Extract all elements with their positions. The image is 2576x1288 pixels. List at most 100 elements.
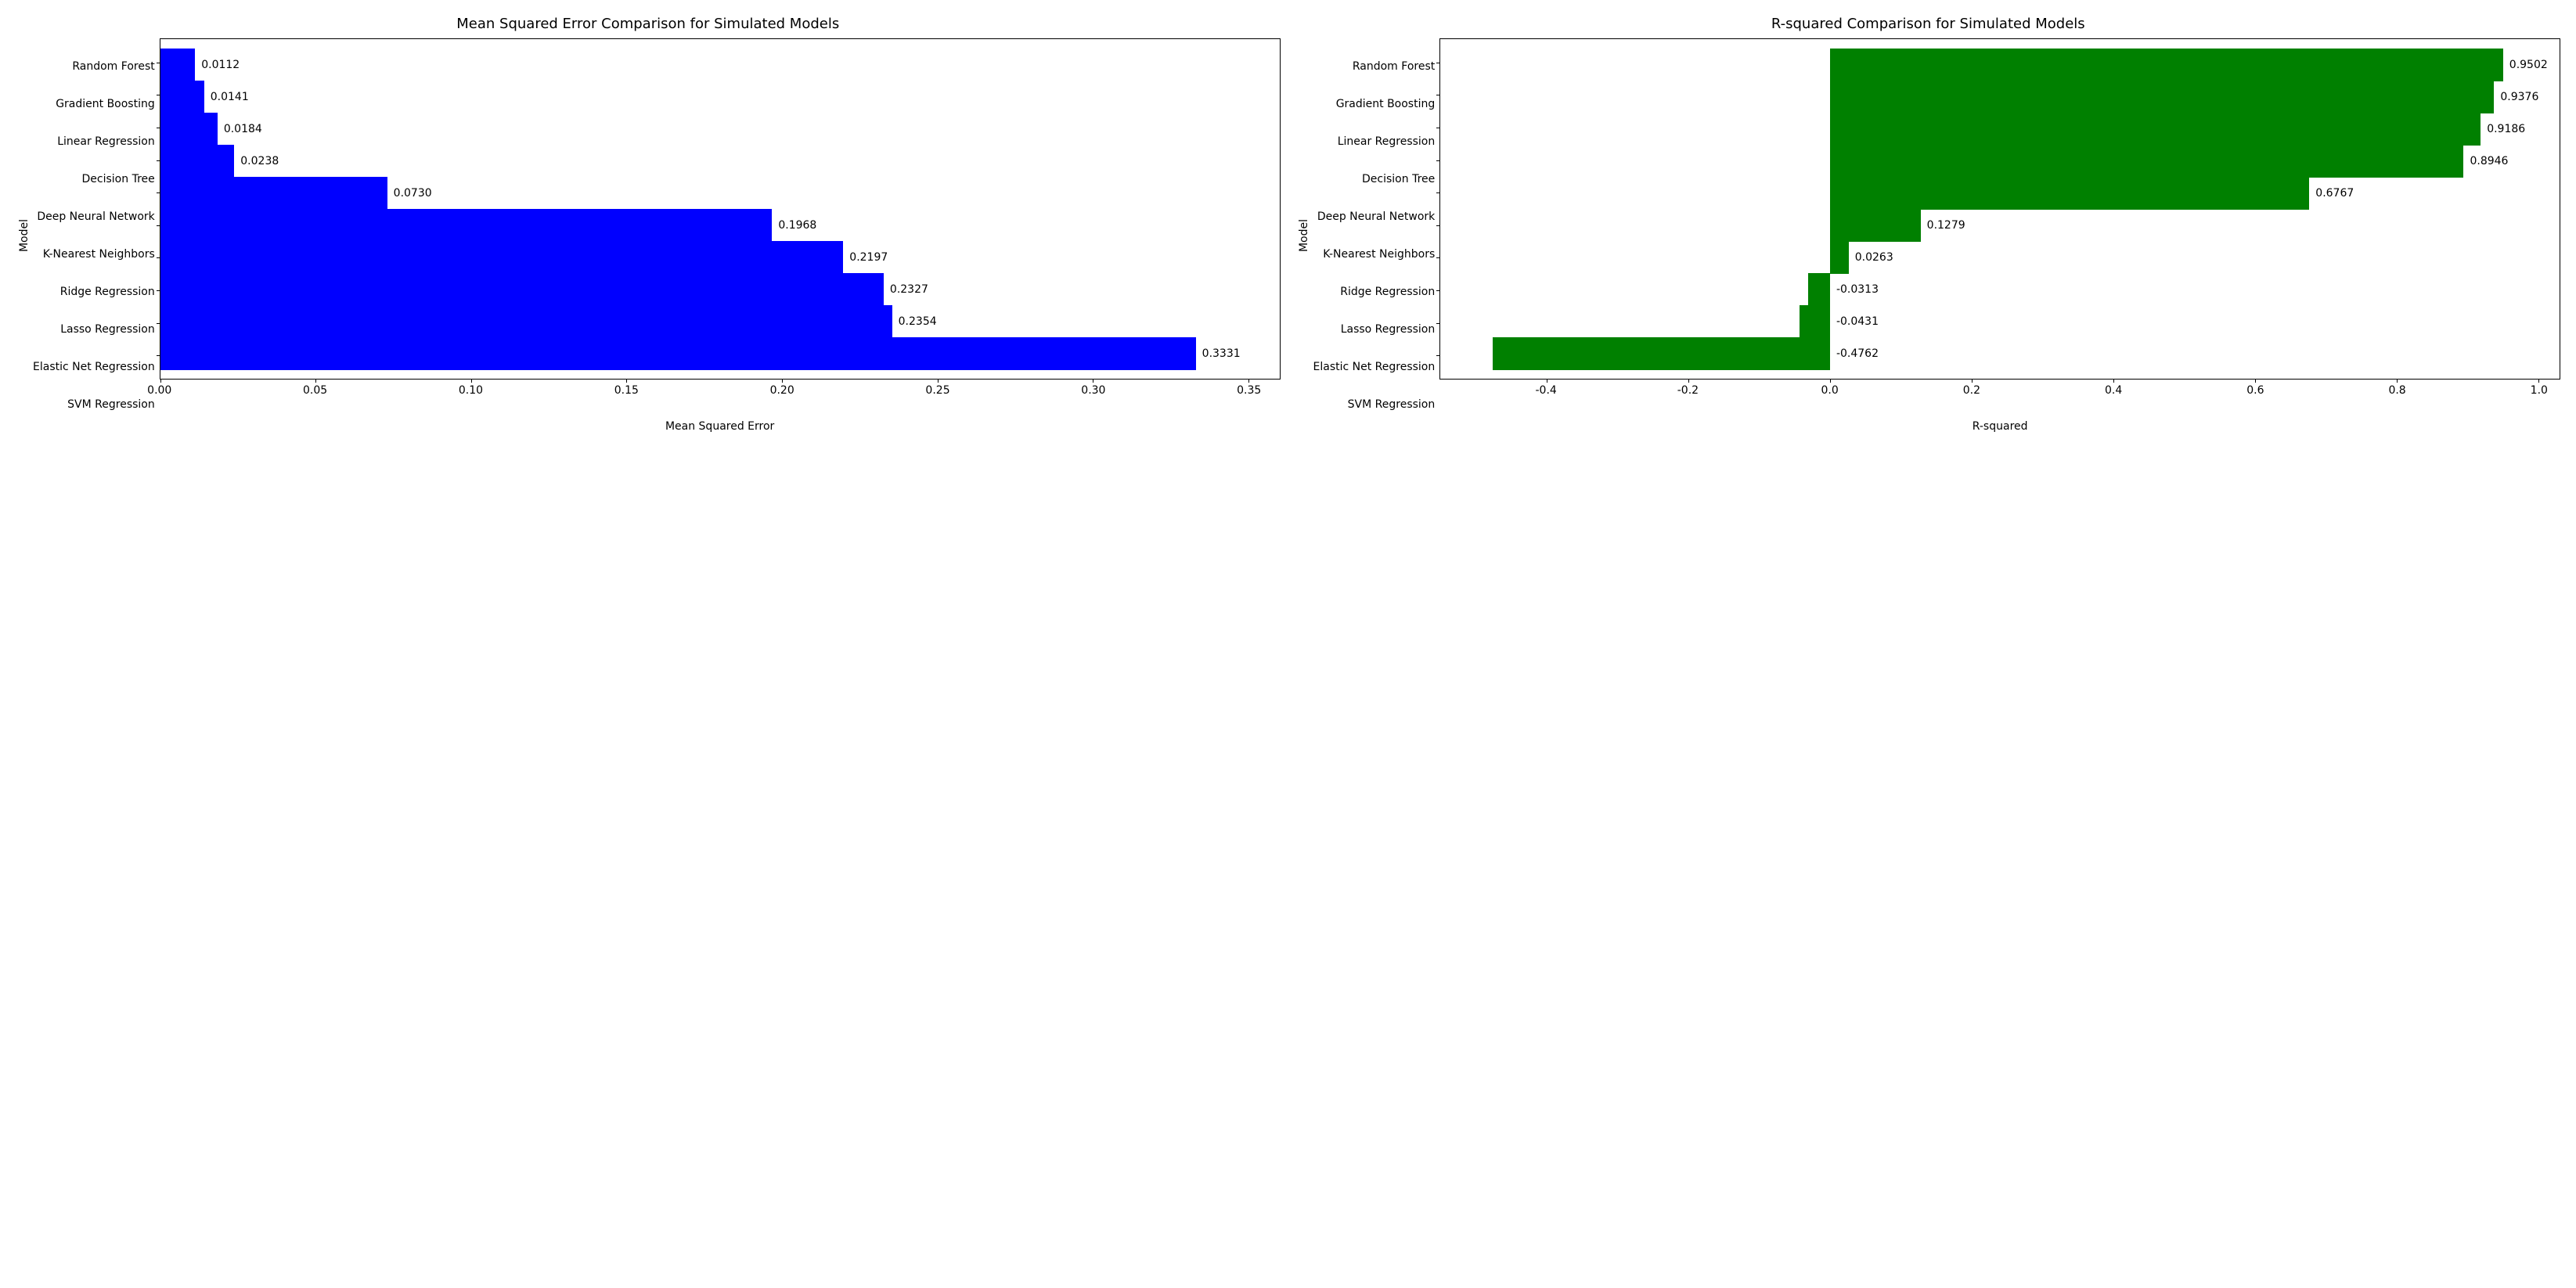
mse-bar-row: 0.0141	[160, 81, 1280, 113]
r2-ytick-label: Linear Regression	[1313, 123, 1436, 160]
mse-bar-value-label: 0.2354	[899, 315, 937, 328]
mse-bar	[160, 209, 773, 242]
mse-bar-value-label: 0.1968	[778, 219, 816, 232]
mse-bar	[160, 49, 195, 81]
r2-bar	[1830, 209, 1921, 242]
mse-plot-frame: Model Random ForestGradient BoostingLine…	[16, 38, 1281, 433]
mse-bar-value-label: 0.2197	[849, 251, 888, 264]
mse-bar-row: 0.0238	[160, 145, 1280, 177]
mse-ytick-mark	[157, 225, 160, 226]
r2-bar-value-label: 0.8946	[2470, 155, 2508, 167]
mse-bar-row: 0.1968	[160, 209, 1280, 241]
r2-bar-row: 0.6767	[1440, 177, 2560, 209]
charts-container: Mean Squared Error Comparison for Simula…	[16, 16, 2560, 433]
mse-bar-row: 0.0112	[160, 49, 1280, 81]
mse-xtick-label: 0.00	[147, 384, 171, 397]
mse-bar-row: 0.0730	[160, 177, 1280, 209]
r2-bar-row: 0.8946	[1440, 145, 2560, 177]
r2-bar-row: -0.4762	[1440, 337, 2560, 369]
mse-bar-row: 0.3331	[160, 337, 1280, 369]
mse-ytick-column: Random ForestGradient BoostingLinear Reg…	[33, 38, 160, 433]
mse-bar-value-label: 0.0141	[211, 91, 249, 103]
r2-bar-value-label: -0.0431	[1836, 315, 1879, 328]
mse-ytick-label: Gradient Boosting	[33, 85, 155, 123]
r2-ytick-label: Elastic Net Regression	[1313, 348, 1436, 386]
mse-bar-row: 0.2197	[160, 241, 1280, 273]
mse-ytick-label: Linear Regression	[33, 123, 155, 160]
r2-chart-panel: R-squared Comparison for Simulated Model…	[1296, 16, 2561, 433]
mse-bar-value-label: 0.0238	[240, 155, 279, 167]
r2-ytick-label: Ridge Regression	[1313, 273, 1436, 311]
r2-chart-title: R-squared Comparison for Simulated Model…	[1771, 16, 2085, 32]
mse-bar-value-label: 0.3331	[1202, 347, 1241, 360]
r2-bar	[1830, 113, 2481, 146]
r2-xtick-label: 0.0	[1821, 384, 1839, 397]
r2-ytick-mark	[1436, 160, 1440, 161]
mse-ytick-label: Decision Tree	[33, 160, 155, 198]
mse-ytick-mark	[157, 355, 160, 356]
r2-bar-row: 0.0263	[1440, 241, 2560, 273]
mse-bar	[160, 337, 1196, 370]
r2-xaxis: -0.4-0.20.00.20.40.60.81.0	[1439, 383, 2560, 401]
mse-ytick-label: Lasso Regression	[33, 311, 155, 348]
mse-ytick-label: K-Nearest Neighbors	[33, 236, 155, 273]
r2-bar	[1808, 273, 1830, 306]
mse-xtick-label: 0.15	[614, 384, 639, 397]
r2-bar-value-label: 0.6767	[2315, 187, 2354, 200]
r2-xtick-label: 0.6	[2246, 384, 2264, 397]
mse-xtick-label: 0.20	[770, 384, 794, 397]
r2-ytick-mark	[1436, 257, 1440, 258]
r2-bar-value-label: 0.0263	[1855, 251, 1893, 264]
r2-bar-row: 0.9376	[1440, 81, 2560, 113]
r2-xtick-label: 1.0	[2531, 384, 2548, 397]
mse-ylabel-wrap: Model	[16, 38, 33, 433]
r2-xtick-label: 0.8	[2388, 384, 2405, 397]
mse-ytick-label: Elastic Net Regression	[33, 348, 155, 386]
mse-xaxis: 0.000.050.100.150.200.250.300.35	[160, 383, 1281, 401]
r2-ylabel-wrap: Model	[1296, 38, 1313, 433]
r2-bar-value-label: 0.9502	[2509, 59, 2548, 71]
r2-ytick-label: K-Nearest Neighbors	[1313, 236, 1436, 273]
mse-chart-panel: Mean Squared Error Comparison for Simula…	[16, 16, 1281, 433]
r2-ytick-label: Lasso Regression	[1313, 311, 1436, 348]
mse-ytick-mark	[157, 160, 160, 161]
r2-bar	[1830, 49, 2503, 81]
r2-bar-row: 0.9186	[1440, 113, 2560, 145]
r2-xtick-label: -0.4	[1536, 384, 1557, 397]
r2-bar-row: -0.0431	[1440, 305, 2560, 337]
mse-ytick-label: Deep Neural Network	[33, 198, 155, 236]
r2-xtick-label: 0.2	[1963, 384, 1980, 397]
mse-bar	[160, 305, 892, 338]
mse-ytick-label: Ridge Regression	[33, 273, 155, 311]
r2-ytick-column: Random ForestGradient BoostingLinear Reg…	[1313, 38, 1440, 433]
mse-bar-row: 0.2354	[160, 305, 1280, 337]
mse-bar	[160, 273, 884, 306]
r2-bar-value-label: 0.9376	[2500, 91, 2538, 103]
r2-ytick-label: Deep Neural Network	[1313, 198, 1436, 236]
r2-bar-row: 0.1279	[1440, 209, 2560, 241]
r2-ytick-label: SVM Regression	[1313, 386, 1436, 423]
mse-ytick-label: SVM Regression	[33, 386, 155, 423]
mse-xtick-label: 0.25	[925, 384, 949, 397]
mse-xlabel: Mean Squared Error	[160, 420, 1281, 433]
mse-bar	[160, 145, 235, 178]
r2-xtick-label: -0.2	[1677, 384, 1699, 397]
r2-bars-region: 0.9502 0.9376 0.9186 0.8946 0.6767 0.1279 0.02…	[1440, 49, 2560, 369]
mse-ytick-mark	[157, 290, 160, 291]
r2-ytick-label: Decision Tree	[1313, 160, 1436, 198]
r2-bar	[1830, 145, 2464, 178]
mse-bar-row: 0.2327	[160, 273, 1280, 305]
r2-bar-row: -0.0313	[1440, 273, 2560, 305]
mse-bar-value-label: 0.0112	[201, 59, 240, 71]
r2-bar	[1830, 241, 1849, 274]
mse-bar	[160, 81, 204, 113]
mse-bars-region: 0.01120.01410.01840.02380.07300.19680.21…	[160, 49, 1280, 369]
r2-ytick-mark	[1436, 290, 1440, 291]
r2-bar-value-label: 0.1279	[1927, 219, 1965, 232]
mse-xtick-label: 0.10	[459, 384, 483, 397]
r2-ytick-mark	[1436, 323, 1440, 324]
r2-ylabel: Model	[1299, 219, 1311, 252]
mse-ytick-mark	[157, 192, 160, 193]
r2-bar-row: 0.9502	[1440, 49, 2560, 81]
mse-bar	[160, 113, 218, 146]
